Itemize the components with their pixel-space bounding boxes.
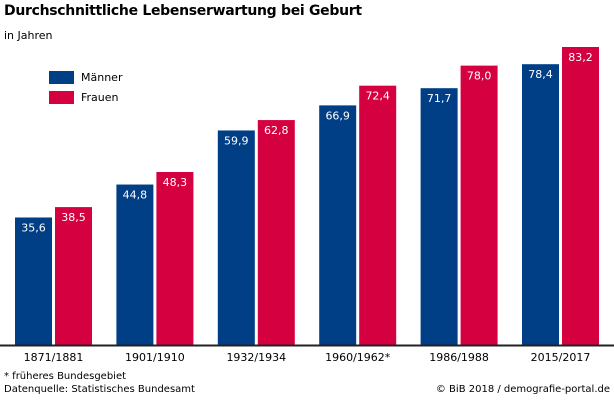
bar-frauen	[257, 120, 295, 345]
x-tick-label: 1901/1910	[125, 351, 185, 364]
bar-maenner	[217, 130, 255, 345]
data-label: 78,0	[467, 70, 492, 83]
chart-title: Durchschnittliche Lebenserwartung bei Ge…	[4, 3, 362, 19]
data-label: 44,8	[123, 189, 148, 202]
data-label: 48,3	[163, 176, 188, 189]
x-tick-label: 2015/2017	[531, 351, 591, 364]
data-label: 66,9	[325, 109, 350, 122]
x-tick-label: 1986/1988	[429, 351, 489, 364]
bar-frauen	[55, 207, 92, 345]
legend-swatch-frauen	[49, 90, 74, 104]
data-label: 71,7	[427, 92, 452, 105]
x-tick-label: 1960/1962*	[325, 351, 391, 364]
bar-maenner	[116, 184, 154, 345]
footnote: * früheres Bundesgebiet	[4, 371, 127, 382]
data-label: 35,6	[21, 221, 46, 234]
bar-frauen	[562, 47, 599, 345]
bar-maenner	[522, 64, 559, 345]
x-tick-label: 1932/1934	[226, 351, 286, 364]
data-label: 78,4	[528, 68, 553, 81]
data-label: 38,5	[61, 211, 86, 224]
legend: Männer Frauen	[49, 67, 122, 107]
data-label: 72,4	[365, 90, 390, 103]
chart-subtitle: in Jahren	[4, 29, 53, 42]
legend-label-maenner: Männer	[81, 70, 123, 84]
copyright: © BiB 2018 / demografie-portal.de	[435, 384, 610, 395]
bar-frauen	[359, 85, 397, 346]
legend-label-frauen: Frauen	[81, 90, 119, 104]
bar-maenner	[420, 88, 458, 345]
x-tick-label: 1871/1881	[24, 351, 84, 364]
legend-item-frauen: Frauen	[49, 87, 122, 107]
legend-item-maenner: Männer	[49, 67, 122, 87]
bar-maenner	[319, 105, 357, 346]
bar-frauen	[156, 172, 194, 345]
bar-maenner	[15, 217, 52, 345]
data-label: 59,9	[224, 134, 249, 147]
data-label: 62,8	[264, 124, 289, 137]
data-source: Datenquelle: Statistisches Bundesamt	[4, 384, 195, 395]
legend-swatch-maenner	[49, 70, 74, 84]
bar-frauen	[460, 65, 498, 345]
data-label: 83,2	[568, 51, 593, 64]
